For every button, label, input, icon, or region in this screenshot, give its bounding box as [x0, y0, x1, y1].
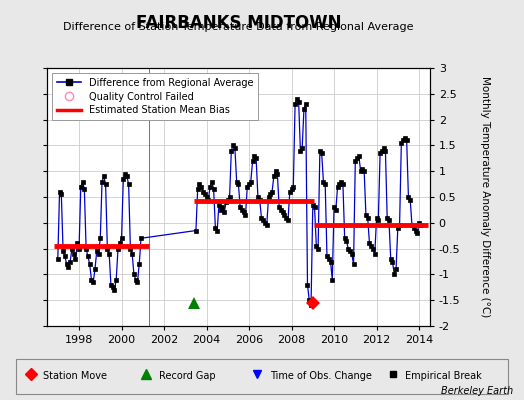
Text: Berkeley Earth: Berkeley Earth	[441, 386, 514, 396]
Legend: Difference from Regional Average, Quality Control Failed, Estimated Station Mean: Difference from Regional Average, Qualit…	[52, 73, 258, 120]
Text: Empirical Break: Empirical Break	[406, 371, 482, 381]
Text: Time of Obs. Change: Time of Obs. Change	[269, 371, 372, 381]
Text: Station Move: Station Move	[43, 371, 107, 381]
Text: Difference of Station Temperature Data from Regional Average: Difference of Station Temperature Data f…	[63, 22, 413, 32]
Y-axis label: Monthly Temperature Anomaly Difference (°C): Monthly Temperature Anomaly Difference (…	[480, 76, 490, 318]
Text: Record Gap: Record Gap	[159, 371, 215, 381]
Text: FAIRBANKS MIDTOWN: FAIRBANKS MIDTOWN	[136, 14, 341, 32]
